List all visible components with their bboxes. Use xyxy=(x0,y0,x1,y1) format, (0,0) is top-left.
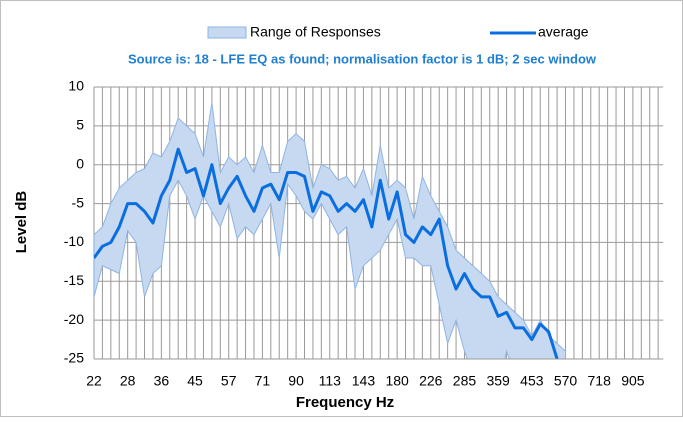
legend-label: average xyxy=(538,24,589,40)
x-tick-label: 36 xyxy=(154,373,170,389)
legend-swatch xyxy=(207,26,247,39)
x-tick-label: 453 xyxy=(520,373,544,389)
y-axis-title: Level dB xyxy=(13,191,30,254)
x-axis-title: Frequency Hz xyxy=(296,394,394,411)
x-tick-label: 359 xyxy=(486,373,510,389)
x-tick-label: 71 xyxy=(255,373,271,389)
y-tick-label: -15 xyxy=(64,272,84,288)
x-tick-label: 28 xyxy=(120,373,136,389)
chart-subtitle: Source is: 18 - LFE EQ as found; normali… xyxy=(128,51,597,66)
x-tick-label: 718 xyxy=(588,373,612,389)
y-tick-label: 10 xyxy=(68,78,84,94)
x-tick-label: 22 xyxy=(86,373,102,389)
y-tick-label: 0 xyxy=(76,155,84,171)
plot xyxy=(94,102,567,359)
x-tick-label: 905 xyxy=(621,373,645,389)
y-tick-label: -10 xyxy=(64,233,84,249)
average-line xyxy=(94,147,559,359)
legend-label: Range of Responses xyxy=(250,24,381,40)
x-tick-label: 90 xyxy=(288,373,304,389)
y-tick-label: -20 xyxy=(64,311,84,327)
y-tick-label: 5 xyxy=(76,117,84,133)
x-tick-label: 45 xyxy=(187,373,203,389)
y-tick-label: -5 xyxy=(72,194,85,210)
x-tick-label: 570 xyxy=(554,373,578,389)
x-tick-label: 285 xyxy=(453,373,477,389)
x-tick-label: 113 xyxy=(319,373,342,389)
x-tick-label: 143 xyxy=(352,373,376,389)
x-tick-label: 180 xyxy=(385,373,409,389)
y-tick-label: -25 xyxy=(64,350,84,366)
x-tick-label: 57 xyxy=(221,373,237,389)
x-tick-label: 226 xyxy=(419,373,443,389)
